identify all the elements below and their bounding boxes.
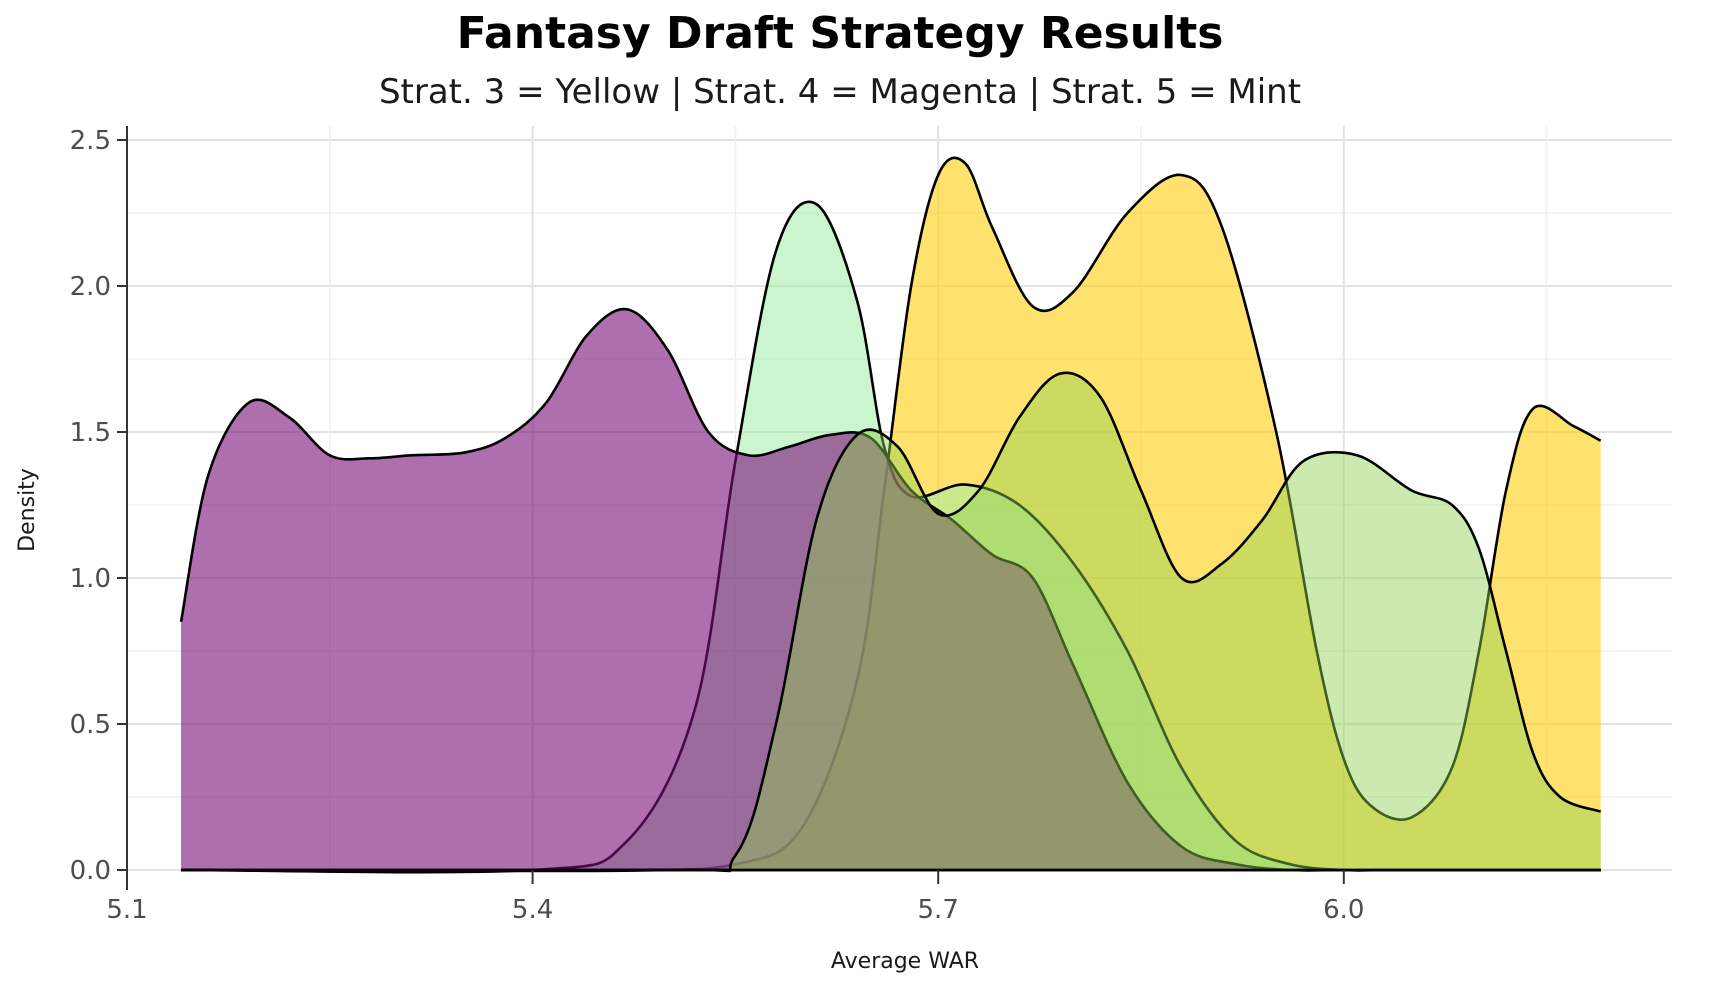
density-curve-3 xyxy=(179,307,1601,872)
x-tick-label: 6.0 xyxy=(1323,895,1364,925)
y-tick-label: 0.0 xyxy=(70,856,111,886)
y-tick-label: 1.5 xyxy=(70,418,111,448)
x-tick-label: 5.1 xyxy=(106,895,147,925)
axes xyxy=(126,126,128,890)
y-axis-title: Density xyxy=(15,468,40,552)
chart-title: Fantasy Draft Strategy Results xyxy=(457,8,1224,59)
y-tick-label: 1.0 xyxy=(70,564,111,594)
density-areas xyxy=(179,156,1602,874)
y-axis-ticks: 0.0 0.5 1.0 1.5 2.0 2.5 xyxy=(70,126,127,886)
density-area-4 xyxy=(181,372,1601,872)
y-tick-label: 0.5 xyxy=(70,710,111,740)
x-tick-label: 5.7 xyxy=(918,895,959,925)
density-area-3 xyxy=(181,309,1601,871)
y-tick-label: 2.5 xyxy=(70,126,111,156)
x-tick-label: 5.4 xyxy=(512,895,553,925)
density-curve-4 xyxy=(181,371,1602,873)
chart-subtitle: Strat. 3 = Yellow | Strat. 4 = Magenta |… xyxy=(379,72,1301,112)
x-axis-ticks: 5.1 5.4 5.7 6.0 xyxy=(106,870,1364,925)
x-axis-title: Average WAR xyxy=(831,949,979,974)
y-tick-label: 2.0 xyxy=(70,272,111,302)
